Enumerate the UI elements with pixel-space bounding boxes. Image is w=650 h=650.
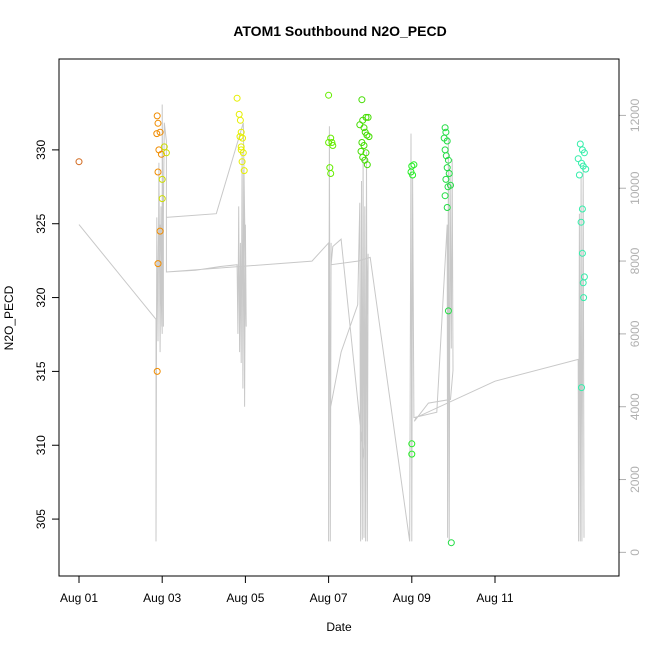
data-point-s1-9 <box>153 367 161 375</box>
data-point-s3-6 <box>237 143 245 151</box>
altitude-trace-layer <box>78 104 585 542</box>
data-point-s7-12 <box>441 192 449 200</box>
data-point-s1-5 <box>157 150 165 158</box>
plot-frame <box>58 58 620 577</box>
data-point-s7-11 <box>447 181 454 189</box>
x-tick-label-3: Aug 07 <box>310 591 348 605</box>
y2-tick-label-3: 6000 <box>628 320 642 347</box>
data-point-s5-10 <box>360 142 368 149</box>
data-point-s8-14 <box>578 384 585 392</box>
data-point-s3-5 <box>239 134 246 142</box>
data-point-s7-13 <box>443 204 451 211</box>
x-axis: Aug 01 Aug 03 Aug 05 Aug 07 Aug 09 Aug 11 <box>60 575 514 605</box>
data-point-s5-4 <box>356 121 364 129</box>
data-point-s5-15 <box>363 161 371 169</box>
data-point-s2-2 <box>158 175 166 183</box>
data-point-s7-6 <box>444 156 452 164</box>
data-point-s8-7 <box>575 171 583 179</box>
data-point-s8-13 <box>580 294 588 302</box>
data-point-s2-1 <box>162 149 170 157</box>
data-point-s8-6 <box>582 165 590 173</box>
data-point-s4-3 <box>325 139 333 146</box>
data-point-s5-2 <box>362 113 370 121</box>
y-tick-label-3: 320 <box>34 287 48 307</box>
data-point-s7-0 <box>441 124 449 132</box>
x-tick-label-2: Aug 05 <box>226 591 264 605</box>
data-point-s8-12 <box>580 273 588 281</box>
data-point-s6-3 <box>407 168 415 176</box>
data-point-s3-2 <box>236 116 244 124</box>
data-point-s1-0 <box>153 112 161 120</box>
x-axis-label: Date <box>326 620 352 634</box>
x-tick-label-5: Aug 11 <box>476 591 513 605</box>
y-tick-label-1: 310 <box>34 435 48 455</box>
y-tick-label-0: 305 <box>34 509 48 529</box>
y2-tick-label-1: 2000 <box>628 466 642 493</box>
y2-tick-label-0: 0 <box>628 549 642 556</box>
data-point-s8-8 <box>578 205 586 213</box>
data-point-s3-9 <box>240 167 248 175</box>
altitude-trace-line <box>78 104 585 542</box>
data-point-s7-15 <box>447 539 455 547</box>
data-point-s3-0 <box>233 94 241 102</box>
data-point-s3-8 <box>238 158 246 166</box>
data-point-s4-0 <box>325 91 333 99</box>
data-point-s4-4 <box>328 139 336 146</box>
data-point-s4-1 <box>327 134 335 142</box>
data-point-s7-8 <box>445 170 453 177</box>
data-point-s5-7 <box>363 131 371 139</box>
data-point-s3-10 <box>237 146 245 154</box>
data-point-s3-1 <box>235 110 243 118</box>
y-tick-label-4: 325 <box>34 213 48 233</box>
y2-tick-label-5: 10000 <box>628 171 642 205</box>
y2-tick-label-6: 12000 <box>628 98 642 132</box>
y2-axis: 0 2000 4000 6000 8000 10000 12000 <box>618 98 642 556</box>
data-point-s5-12 <box>362 149 370 157</box>
data-point-s0-0 <box>75 158 83 166</box>
x-tick-label-0: Aug 01 <box>60 591 98 605</box>
data-points-layer <box>75 91 590 547</box>
data-point-s8-10 <box>578 249 586 257</box>
data-point-s1-3 <box>156 128 164 136</box>
data-point-s7-5 <box>442 152 450 160</box>
data-point-s8-2 <box>580 149 588 157</box>
data-point-s4-6 <box>327 170 335 177</box>
data-point-s7-14 <box>444 307 452 315</box>
y-axis: 305 310 315 320 325 330 <box>34 140 59 529</box>
data-point-s8-9 <box>577 218 585 226</box>
y-tick-label-5: 330 <box>34 140 48 160</box>
y-tick-label-2: 315 <box>34 361 48 381</box>
data-point-s6-5 <box>408 450 416 458</box>
x-tick-label-4: Aug 09 <box>393 591 431 605</box>
y-axis-label: N2O_PECD <box>2 285 16 350</box>
data-point-s1-7 <box>156 227 164 235</box>
data-point-s5-0 <box>358 96 366 104</box>
data-point-s2-3 <box>158 195 166 203</box>
data-point-s5-5 <box>360 124 368 132</box>
chart-title: ATOM1 Southbound N2O_PECD <box>233 23 446 39</box>
data-point-s5-8 <box>365 133 373 141</box>
data-point-s7-4 <box>441 146 449 154</box>
data-point-s2-0 <box>160 143 168 151</box>
data-point-s8-3 <box>574 155 582 163</box>
data-point-s1-6 <box>154 168 162 176</box>
data-point-s1-8 <box>154 260 162 268</box>
data-point-s1-1 <box>154 119 162 127</box>
data-point-s7-9 <box>442 175 450 183</box>
data-point-s6-4 <box>408 440 416 448</box>
data-point-s5-3 <box>364 113 372 121</box>
data-point-s7-3 <box>443 137 451 145</box>
x-tick-label-1: Aug 03 <box>143 591 181 605</box>
y2-tick-label-4: 8000 <box>628 247 642 274</box>
data-point-s6-2 <box>410 161 418 169</box>
data-point-s1-2 <box>153 130 161 138</box>
y2-tick-label-2: 4000 <box>628 393 642 420</box>
data-point-s7-7 <box>443 164 451 172</box>
data-point-s8-0 <box>576 140 584 148</box>
